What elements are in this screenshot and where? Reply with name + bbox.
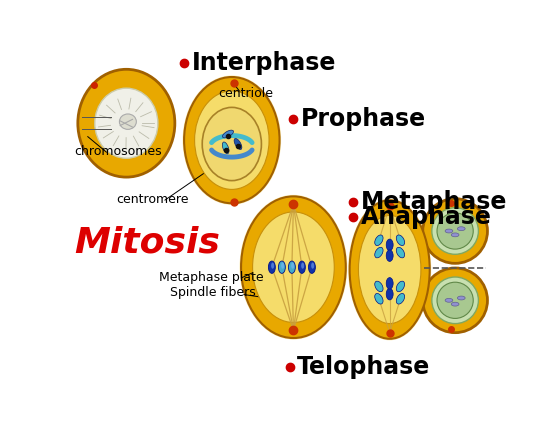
Text: Spindle fibers: Spindle fibers (170, 286, 256, 299)
Ellipse shape (350, 200, 430, 339)
Ellipse shape (423, 268, 487, 333)
Ellipse shape (397, 247, 405, 258)
Ellipse shape (458, 227, 465, 230)
Ellipse shape (195, 91, 269, 189)
Ellipse shape (311, 263, 314, 269)
Ellipse shape (445, 229, 453, 233)
Ellipse shape (240, 195, 348, 340)
Ellipse shape (281, 263, 284, 269)
Text: Telophase: Telophase (298, 355, 431, 379)
Ellipse shape (268, 261, 276, 273)
Ellipse shape (386, 278, 393, 289)
Ellipse shape (252, 212, 334, 322)
Ellipse shape (95, 88, 158, 158)
Ellipse shape (437, 282, 473, 319)
Ellipse shape (452, 302, 459, 306)
Text: chromosomes: chromosomes (74, 145, 162, 158)
Text: Interphase: Interphase (192, 51, 336, 75)
Ellipse shape (452, 233, 459, 237)
Text: Metaphase: Metaphase (361, 190, 508, 214)
Ellipse shape (397, 281, 405, 292)
Ellipse shape (288, 261, 295, 273)
Ellipse shape (432, 208, 478, 254)
Ellipse shape (359, 215, 421, 323)
Ellipse shape (234, 138, 242, 150)
Ellipse shape (301, 263, 304, 269)
Ellipse shape (202, 108, 261, 181)
Text: Anaphase: Anaphase (361, 205, 492, 229)
Ellipse shape (78, 69, 175, 177)
Ellipse shape (375, 294, 383, 304)
Text: Prophase: Prophase (301, 108, 426, 131)
Ellipse shape (271, 263, 274, 269)
Ellipse shape (291, 263, 294, 269)
Ellipse shape (184, 77, 279, 203)
Text: centromere: centromere (116, 193, 189, 206)
Ellipse shape (386, 250, 393, 261)
Ellipse shape (397, 294, 405, 304)
Ellipse shape (375, 281, 383, 292)
Ellipse shape (375, 235, 383, 246)
Ellipse shape (241, 197, 346, 338)
Ellipse shape (397, 235, 405, 246)
Ellipse shape (278, 261, 285, 273)
Ellipse shape (437, 213, 473, 249)
Ellipse shape (348, 199, 431, 341)
Ellipse shape (119, 114, 136, 129)
Text: Metaphase plate: Metaphase plate (159, 271, 263, 284)
Ellipse shape (183, 76, 281, 205)
Ellipse shape (222, 142, 229, 154)
Text: centriole: centriole (219, 87, 274, 101)
Ellipse shape (222, 130, 234, 138)
Ellipse shape (375, 247, 383, 258)
Ellipse shape (458, 296, 465, 300)
Ellipse shape (432, 277, 478, 324)
Ellipse shape (386, 239, 393, 251)
Ellipse shape (299, 261, 305, 273)
Text: Mitosis: Mitosis (74, 226, 220, 260)
Ellipse shape (386, 289, 393, 300)
Ellipse shape (309, 261, 315, 273)
Ellipse shape (445, 298, 453, 302)
Ellipse shape (423, 199, 487, 263)
